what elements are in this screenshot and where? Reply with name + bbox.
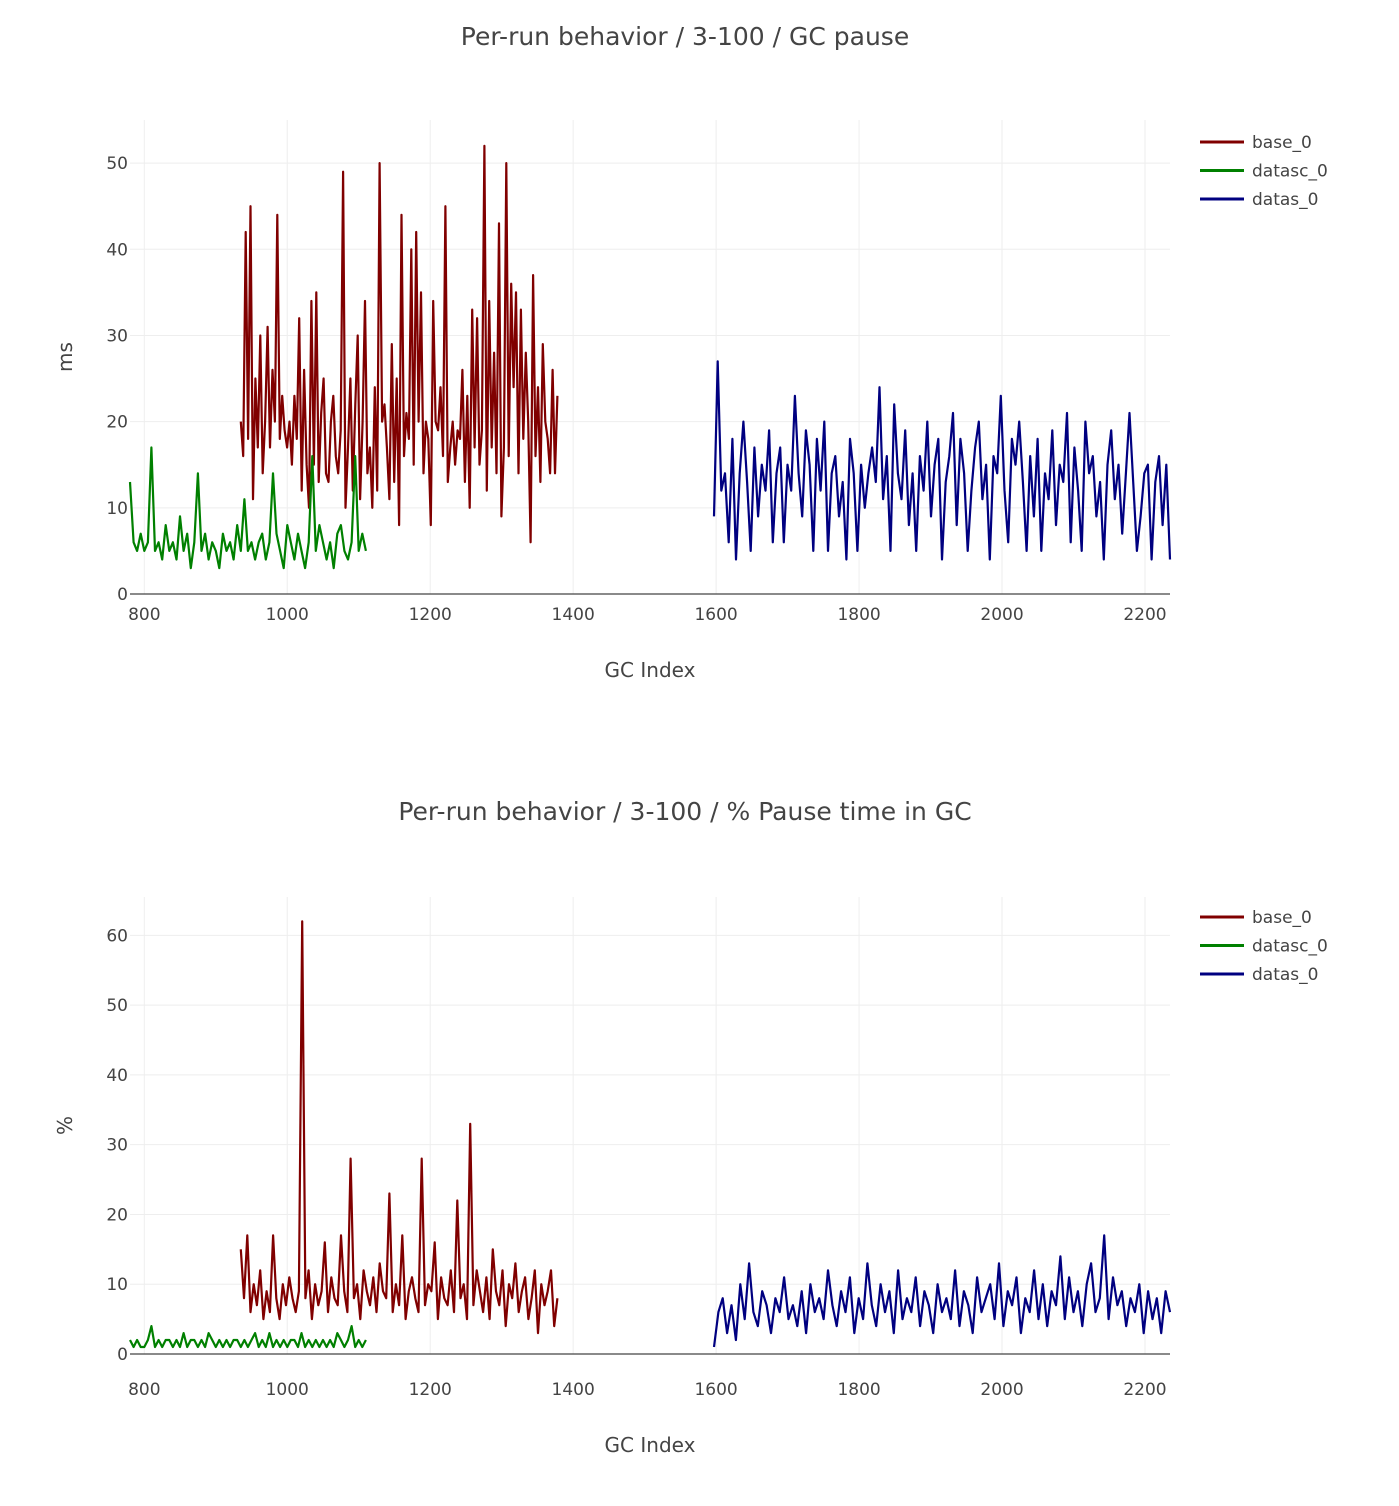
legend-item[interactable]: datasc_0 [1200,162,1328,182]
series-line-datasc-0 [128,446,367,570]
x-tick-label: 800 [128,1380,160,1400]
x-tick-label: 1400 [552,1380,595,1400]
chart-gc-pause: Per-run behavior / 3-100 / GC pause 800 10… [53,22,1328,682]
legend-label: datas_0 [1252,965,1318,985]
y-tick-label: 60 [106,926,128,946]
series-line-datas-0 [712,1234,1172,1348]
y-tick-label: 50 [106,154,128,174]
x-tick-label: 2000 [980,605,1023,625]
x-tick-label: 1800 [837,605,880,625]
x-tick-label: 1200 [409,1380,452,1400]
chart-title: Per-run behavior / 3-100 / % Pause time … [398,797,971,826]
x-tick-label: 2000 [980,1380,1023,1400]
legend-label: base_0 [1252,133,1312,153]
x-tick-label: 1600 [694,1380,737,1400]
x-axis-title: GC Index [605,1433,696,1457]
legend-label: datas_0 [1252,190,1318,210]
chart-title: Per-run behavior / 3-100 / GC pause [461,22,909,51]
legend: base_0 datasc_0 datas_0 [1200,133,1328,210]
x-axis-title: GC Index [605,658,696,682]
legend-item[interactable]: base_0 [1200,133,1312,153]
legend-label: datasc_0 [1252,162,1328,182]
legend-item[interactable]: datas_0 [1200,965,1318,985]
y-tick-label: 20 [106,413,128,433]
y-tick-label: 40 [106,240,128,260]
legend-item[interactable]: datasc_0 [1200,937,1328,957]
x-tick-label: 1800 [837,1380,880,1400]
legend-item[interactable]: base_0 [1200,908,1312,928]
x-tick-label: 1600 [694,605,737,625]
y-tick-label: 0 [117,1345,128,1365]
series-line-base-0 [239,920,559,1335]
legend-item[interactable]: datas_0 [1200,190,1318,210]
legend: base_0 datasc_0 datas_0 [1200,908,1328,985]
y-tick-label: 50 [106,996,128,1016]
x-tick-label: 1000 [266,1380,309,1400]
chart-pause-percent: Per-run behavior / 3-100 / % Pause time … [53,797,1328,1457]
y-tick-label: 10 [106,1275,128,1295]
series-line-base-0 [239,144,559,544]
y-tick-label: 30 [106,1136,128,1156]
y-tick-label: 10 [106,499,128,519]
x-tick-label: 1400 [552,605,595,625]
x-tick-label: 2200 [1123,1380,1166,1400]
y-tick-label: 20 [106,1205,128,1225]
y-axis-title: ms [53,342,77,372]
y-tick-label: 30 [106,326,128,346]
x-tick-label: 2200 [1123,605,1166,625]
y-axis-title: % [53,1116,77,1135]
x-tick-label: 1000 [266,605,309,625]
x-tick-label: 1200 [409,605,452,625]
x-tick-label: 800 [128,605,160,625]
legend-label: base_0 [1252,908,1312,928]
y-tick-label: 0 [117,585,128,605]
series-line-datas-0 [712,360,1172,561]
series-line-datasc-0 [129,1324,367,1349]
y-tick-label: 40 [106,1066,128,1086]
legend-label: datasc_0 [1252,937,1328,957]
